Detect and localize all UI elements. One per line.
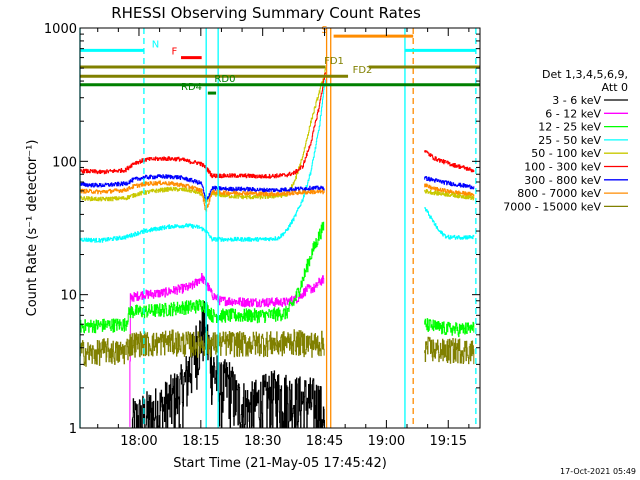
x-tick-label: 19:00 [368,434,405,449]
series-800-7000-kev [80,180,325,212]
legend-header: Att 0 [602,81,628,94]
flag-label-n: N [152,39,159,50]
series-25-50-kev [80,79,326,243]
series-300-800-kev-post-gap [424,176,475,190]
x-tick-label: 19:15 [430,434,467,449]
x-tick-label: 18:15 [182,434,219,449]
y-tick-label: 10 [60,289,77,304]
footer-timestamp: 17-Oct-2021 05:49 [560,467,636,476]
chart-title: RHESSI Observing Summary Count Rates [111,4,421,22]
flag-label-rd0: RD0 [214,74,235,85]
legend-label-800-7000-kev: 800 - 7000 keV [517,187,601,200]
series-6-12-kev [129,273,325,427]
y-tick-label: 100 [52,155,77,170]
series-100-300-kev [80,72,326,179]
x-tick-label: 18:00 [120,434,157,449]
y-axis-label: Count Rate (s⁻¹ detector⁻¹) [25,140,40,317]
y-tick-label: 1000 [44,22,77,37]
x-tick-label: 18:45 [306,434,343,449]
legend-label-7000-15000-kev: 7000 - 15000 keV [503,200,601,213]
plot-area: NSFFD1FD2RD0RD4 [79,25,480,428]
y-tick-label: 1 [69,422,77,437]
series-50-100-kev-post-gap [424,189,475,201]
legend-label-100-300-kev: 100 - 300 keV [524,161,601,174]
flag-label-fd2: FD2 [353,65,373,76]
flag-label-f: F [172,47,178,58]
legend-label-12-25-kev: 12 - 25 keV [538,121,601,134]
series-7000-15000-kev [80,329,325,367]
legend-label-300-800-kev: 300 - 800 keV [524,174,601,187]
series-100-300-kev-post-gap [424,150,475,173]
plot-frame [79,27,481,429]
legend-header: Det 1,3,4,5,6,9, [542,68,628,81]
legend-label-3-6-kev: 3 - 6 keV [552,94,601,107]
legend-label-6-12-kev: 6 - 12 keV [545,107,601,120]
x-axis-label: Start Time (21-May-05 17:45:42) [173,456,387,471]
series-3-6-kev [131,301,325,428]
series-25-50-kev-post-gap [424,207,475,240]
flag-label-fd1: FD1 [324,56,344,67]
legend-label-25-50-kev: 25 - 50 keV [538,134,601,147]
series-7000-15000-kev-post-gap [424,336,475,365]
axis-ticks: 1 10 100 1000 18:00 18:15 18:30 18:45 19:00 19:15 [44,22,480,449]
series-300-800-kev [80,174,325,202]
flag-label-rd4: RD4 [181,82,202,93]
series-800-7000-kev-post-gap [424,183,475,197]
series-12-25-kev [80,221,325,334]
series-12-25-kev-post-gap [424,318,475,338]
x-tick-label: 18:30 [244,434,281,449]
legend-label-50-100-kev: 50 - 100 keV [531,147,601,160]
